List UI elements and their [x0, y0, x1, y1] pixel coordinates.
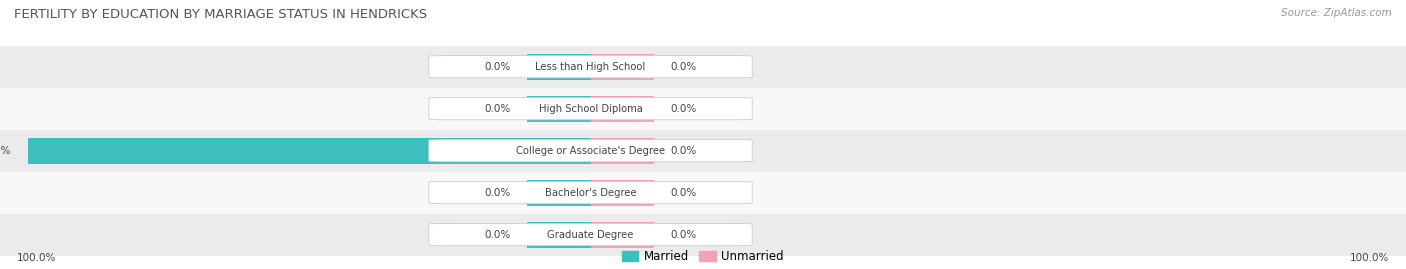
Bar [0, 46, 1406, 88]
Bar [591, 96, 654, 122]
Text: Bachelor's Degree: Bachelor's Degree [544, 187, 637, 198]
Bar [591, 138, 654, 164]
Text: College or Associate's Degree: College or Associate's Degree [516, 146, 665, 156]
Text: 0.0%: 0.0% [671, 104, 697, 114]
Text: 0.0%: 0.0% [671, 146, 697, 156]
Bar [0, 130, 1406, 172]
Bar [28, 138, 591, 164]
Bar [527, 54, 591, 80]
FancyBboxPatch shape [429, 182, 752, 204]
Text: High School Diploma: High School Diploma [538, 104, 643, 114]
Bar [0, 172, 1406, 214]
Text: Source: ZipAtlas.com: Source: ZipAtlas.com [1281, 8, 1392, 18]
Text: Graduate Degree: Graduate Degree [547, 229, 634, 240]
Text: 100.0%: 100.0% [17, 253, 56, 263]
Text: 0.0%: 0.0% [484, 187, 510, 198]
Bar [591, 180, 654, 206]
Bar [591, 222, 654, 247]
Text: 0.0%: 0.0% [671, 229, 697, 240]
Text: 0.0%: 0.0% [484, 229, 510, 240]
FancyBboxPatch shape [429, 56, 752, 78]
Bar [527, 222, 591, 247]
Bar [0, 214, 1406, 256]
FancyBboxPatch shape [429, 98, 752, 120]
Text: FERTILITY BY EDUCATION BY MARRIAGE STATUS IN HENDRICKS: FERTILITY BY EDUCATION BY MARRIAGE STATU… [14, 8, 427, 21]
Bar [0, 88, 1406, 130]
Legend: Married, Unmarried: Married, Unmarried [621, 250, 785, 263]
Bar [527, 96, 591, 122]
Bar [527, 180, 591, 206]
FancyBboxPatch shape [429, 224, 752, 246]
Text: 0.0%: 0.0% [671, 187, 697, 198]
Bar [591, 54, 654, 80]
Text: 0.0%: 0.0% [671, 62, 697, 72]
Text: 0.0%: 0.0% [484, 62, 510, 72]
Text: 100.0%: 100.0% [0, 146, 11, 156]
FancyBboxPatch shape [429, 140, 752, 162]
Text: Less than High School: Less than High School [536, 62, 645, 72]
Text: 100.0%: 100.0% [1350, 253, 1389, 263]
Text: 0.0%: 0.0% [484, 104, 510, 114]
